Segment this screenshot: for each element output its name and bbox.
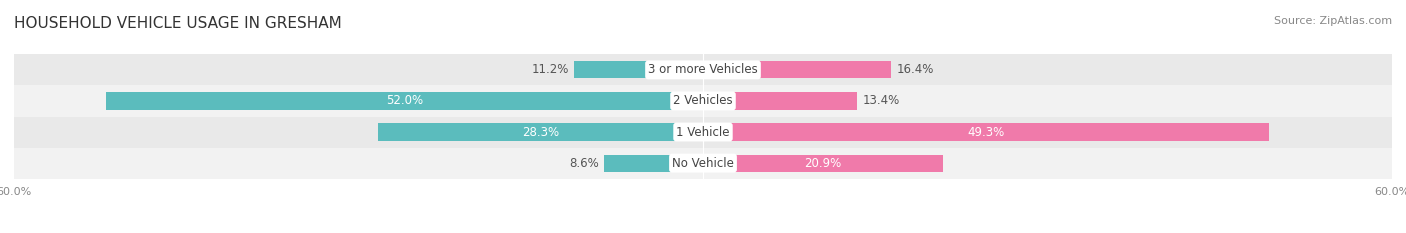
Text: HOUSEHOLD VEHICLE USAGE IN GRESHAM: HOUSEHOLD VEHICLE USAGE IN GRESHAM xyxy=(14,16,342,31)
Text: 11.2%: 11.2% xyxy=(531,63,568,76)
Text: 3 or more Vehicles: 3 or more Vehicles xyxy=(648,63,758,76)
Bar xyxy=(605,154,703,172)
Text: Source: ZipAtlas.com: Source: ZipAtlas.com xyxy=(1274,16,1392,26)
Bar xyxy=(14,54,1392,86)
Bar xyxy=(703,93,856,110)
Bar xyxy=(14,86,1392,116)
Text: 1 Vehicle: 1 Vehicle xyxy=(676,126,730,139)
Text: 13.4%: 13.4% xyxy=(863,94,900,107)
Bar xyxy=(703,61,891,79)
Bar xyxy=(105,93,703,110)
Text: 49.3%: 49.3% xyxy=(967,126,1005,139)
Bar xyxy=(14,147,1392,179)
Text: 16.4%: 16.4% xyxy=(897,63,935,76)
Bar xyxy=(378,123,703,140)
Bar xyxy=(703,123,1270,140)
Bar xyxy=(703,154,943,172)
Text: No Vehicle: No Vehicle xyxy=(672,157,734,170)
Text: 8.6%: 8.6% xyxy=(569,157,599,170)
Text: 20.9%: 20.9% xyxy=(804,157,842,170)
Text: 2 Vehicles: 2 Vehicles xyxy=(673,94,733,107)
Text: 28.3%: 28.3% xyxy=(522,126,560,139)
Bar xyxy=(14,116,1392,147)
Text: 52.0%: 52.0% xyxy=(385,94,423,107)
Bar xyxy=(575,61,703,79)
